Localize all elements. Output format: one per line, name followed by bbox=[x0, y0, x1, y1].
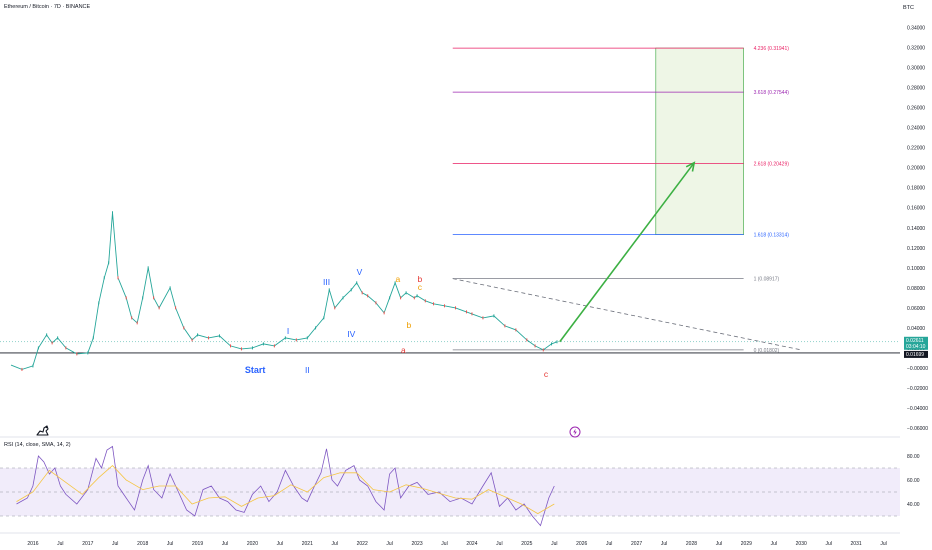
time-axis-label: 2018 bbox=[137, 541, 148, 547]
price-axis-label: 0.26000 bbox=[907, 106, 925, 112]
wave-label: b bbox=[406, 320, 411, 330]
time-axis-label: 2021 bbox=[302, 541, 313, 547]
time-axis-label: 2017 bbox=[82, 541, 93, 547]
price-axis-label: 0.30000 bbox=[907, 66, 925, 72]
time-axis-label: 2026 bbox=[576, 541, 587, 547]
time-axis-label: Jul bbox=[112, 541, 118, 547]
fib-level-label: 1 (0.08917) bbox=[754, 277, 780, 283]
price-axis-label: 0.22000 bbox=[907, 146, 925, 152]
price-tag-bg bbox=[904, 342, 928, 350]
time-axis-label: Jul bbox=[716, 541, 722, 547]
time-axis-label: Jul bbox=[332, 541, 338, 547]
price-tag: 0.01699 bbox=[904, 350, 928, 358]
time-axis-label: Jul bbox=[606, 541, 612, 547]
price-axis-label: −0.00000 bbox=[907, 366, 928, 372]
time-axis-label: 2020 bbox=[247, 541, 258, 547]
time-axis-label: Jul bbox=[167, 541, 173, 547]
time-axis-label: Jul bbox=[825, 541, 831, 547]
target-box bbox=[655, 47, 744, 235]
wave-label: Start bbox=[245, 365, 266, 375]
price-line bbox=[10, 212, 558, 370]
wave-label: IV bbox=[347, 329, 355, 339]
time-axis-label: Jul bbox=[496, 541, 502, 547]
time-axis-label: Jul bbox=[386, 541, 392, 547]
dashed-trendline bbox=[452, 278, 802, 351]
fib-level-label: 0 (0.01802) bbox=[754, 348, 780, 354]
time-axis-label: 2024 bbox=[466, 541, 477, 547]
price-axis-label: −0.02000 bbox=[907, 386, 928, 392]
time-axis-label: 2023 bbox=[412, 541, 423, 547]
lightning-event-icon[interactable] bbox=[569, 425, 581, 443]
price-axis-label: 0.10000 bbox=[907, 266, 925, 272]
time-axis-label: Jul bbox=[880, 541, 886, 547]
price-axis-label: 0.08000 bbox=[907, 286, 925, 292]
chart-title: Ethereum / Bitcoin · 7D · BINANCE bbox=[4, 4, 91, 10]
projection-arrow-head bbox=[685, 161, 696, 172]
currency-label: BTC bbox=[903, 5, 914, 11]
wave-label: V bbox=[357, 267, 363, 277]
tradingview-logo-icon bbox=[35, 424, 51, 443]
rsi-line bbox=[16, 445, 555, 527]
rsi-axis-label: 80.00 bbox=[907, 454, 920, 460]
wave-label: c bbox=[544, 369, 549, 379]
time-axis-label: Jul bbox=[771, 541, 777, 547]
wave-label: b bbox=[417, 274, 422, 284]
time-axis-label: 2025 bbox=[521, 541, 532, 547]
rsi-axis-label: 40.00 bbox=[907, 502, 920, 508]
fib-level-label: 4.236 (0.31941) bbox=[754, 46, 790, 52]
price-axis-label: 0.32000 bbox=[907, 46, 925, 52]
price-axis-label: 0.16000 bbox=[907, 206, 925, 212]
price-axis-label: 0.06000 bbox=[907, 306, 925, 312]
price-axis-label: 0.18000 bbox=[907, 186, 925, 192]
time-axis-label: Jul bbox=[661, 541, 667, 547]
wave-label: III bbox=[323, 277, 330, 287]
price-axis-label: −0.06000 bbox=[907, 426, 928, 432]
time-axis-label: 2028 bbox=[686, 541, 697, 547]
rsi-title: RSI (14, close, SMA, 14, 2) bbox=[4, 442, 71, 448]
projection-arrow-line bbox=[559, 162, 695, 343]
price-tag-bg bbox=[904, 336, 928, 344]
time-axis-label: Jul bbox=[441, 541, 447, 547]
wave-label: a bbox=[401, 345, 406, 355]
time-axis-label: 2030 bbox=[796, 541, 807, 547]
price-axis-label: 0.24000 bbox=[907, 126, 925, 132]
time-axis-label: 2027 bbox=[631, 541, 642, 547]
wave-label: c bbox=[418, 282, 423, 292]
price-tag-label: 03:04:10 bbox=[906, 344, 926, 350]
time-axis-label: 2031 bbox=[851, 541, 862, 547]
wave-label: I bbox=[287, 326, 289, 336]
price-axis-label: 0.04000 bbox=[907, 326, 925, 332]
price-tag: 0.02611 bbox=[904, 336, 928, 344]
time-axis-label: Jul bbox=[277, 541, 283, 547]
price-axis-label: 0.14000 bbox=[907, 226, 925, 232]
rsi-ma-line bbox=[16, 465, 555, 515]
time-axis-label: Jul bbox=[222, 541, 228, 547]
price-axis-label: 0.28000 bbox=[907, 86, 925, 92]
wave-label: II bbox=[305, 365, 310, 375]
fib-level-label: 3.618 (0.27544) bbox=[754, 90, 790, 96]
fib-level-label: 2.618 (0.20429) bbox=[754, 161, 790, 167]
price-tag: 03:04:10 bbox=[904, 342, 928, 350]
fib-level-label: 1.618 (0.13314) bbox=[754, 233, 790, 239]
price-tag-label: 0.02611 bbox=[906, 338, 924, 344]
wave-label: a bbox=[395, 274, 400, 284]
time-axis-label: 2029 bbox=[741, 541, 752, 547]
time-axis-label: 2019 bbox=[192, 541, 203, 547]
price-tag-bg bbox=[904, 350, 928, 358]
price-axis-label: 0.34000 bbox=[907, 26, 925, 32]
price-axis-label: −0.04000 bbox=[907, 406, 928, 412]
price-tag-label: 0.01699 bbox=[906, 352, 924, 358]
time-axis-label: 2016 bbox=[27, 541, 38, 547]
rsi-axis-label: 60.00 bbox=[907, 478, 920, 484]
price-axis-label: 0.12000 bbox=[907, 246, 925, 252]
time-axis-label: 2022 bbox=[357, 541, 368, 547]
time-axis-label: Jul bbox=[551, 541, 557, 547]
time-axis-label: Jul bbox=[57, 541, 63, 547]
price-axis-label: 0.20000 bbox=[907, 166, 925, 172]
